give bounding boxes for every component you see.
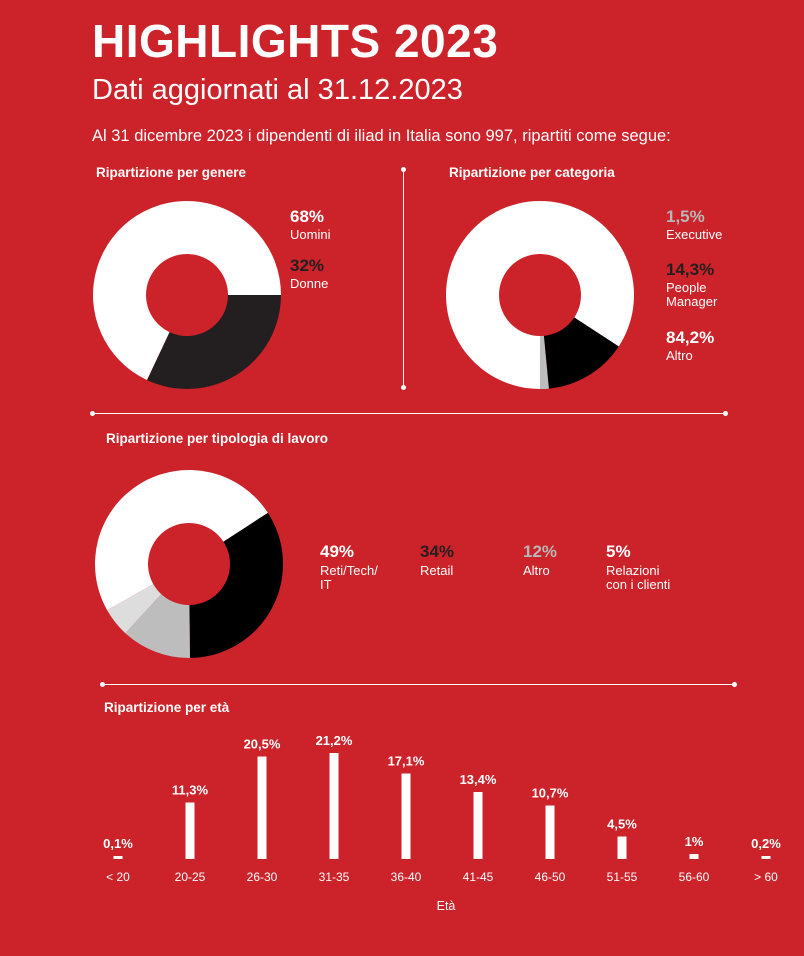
women-percentage: 32% bbox=[290, 256, 325, 275]
horizontal-divider bbox=[93, 413, 726, 414]
age-axis-label: Età bbox=[437, 899, 456, 913]
age-category-tick-label: 36-40 bbox=[391, 870, 422, 884]
age-category-tick-label: 56-60 bbox=[679, 870, 710, 884]
age-bar bbox=[113, 856, 123, 859]
people-manager-label-line1: People bbox=[666, 280, 707, 295]
divider-dot bbox=[401, 385, 406, 390]
age-category-tick-label: 20-25 bbox=[175, 870, 206, 884]
altro-percentage: 84,2% bbox=[666, 328, 715, 347]
age-bar bbox=[257, 756, 267, 859]
people-manager-label-line2: Manager bbox=[666, 293, 718, 309]
executive-label: Executive bbox=[666, 227, 723, 242]
age-bar bbox=[185, 802, 195, 859]
worktype-altro-percentage: 12% bbox=[523, 542, 558, 561]
age-category-tick-label: 31-35 bbox=[319, 870, 350, 884]
gender-section-title: Ripartizione per genere bbox=[96, 165, 247, 180]
executive-percentage: 1,5% bbox=[666, 207, 705, 226]
worktype-legend-reti: 49% Reti/Tech/ IT bbox=[320, 543, 378, 591]
age-bar bbox=[689, 854, 699, 859]
worktype-donut-chart bbox=[95, 469, 284, 658]
page-subtitle: Dati aggiornati al 31.12.2023 bbox=[92, 74, 463, 106]
divider-dot bbox=[90, 411, 95, 416]
gender-legend-men: 68% Uomini bbox=[290, 208, 330, 242]
age-bar bbox=[545, 805, 555, 859]
divider-dot bbox=[732, 682, 737, 687]
divider-dot bbox=[723, 411, 728, 416]
age-bar-value-label: 13,4% bbox=[460, 772, 497, 787]
age-bar bbox=[329, 753, 339, 859]
horizontal-divider bbox=[103, 684, 735, 685]
donut-hole bbox=[499, 254, 581, 336]
age-bar-value-label: 17,1% bbox=[388, 754, 425, 769]
reti-label-line1: Reti/Tech/ bbox=[320, 563, 378, 578]
age-bar bbox=[617, 836, 627, 859]
age-bar bbox=[473, 792, 483, 859]
category-legend-people-manager: 14,3% People Manager bbox=[666, 261, 717, 308]
reti-percentage: 49% bbox=[320, 542, 355, 561]
age-bar-value-label: 1% bbox=[685, 834, 704, 849]
category-legend-altro: 84,2% Altro bbox=[666, 329, 714, 363]
age-category-tick-label: 26-30 bbox=[247, 870, 278, 884]
worktype-legend-retail: 34% Retail bbox=[420, 543, 454, 578]
age-bar-value-label: 0,1% bbox=[103, 836, 133, 851]
relazioni-label-line1: Relazioni bbox=[606, 563, 660, 578]
divider-dot bbox=[100, 682, 105, 687]
age-section-title: Ripartizione per età bbox=[104, 700, 230, 715]
people-manager-percentage: 14,3% bbox=[666, 260, 715, 279]
donut-hole bbox=[146, 254, 228, 336]
women-label: Donne bbox=[290, 276, 329, 291]
age-category-tick-label: 46-50 bbox=[535, 870, 566, 884]
vertical-divider bbox=[403, 170, 404, 388]
worktype-altro-label: Altro bbox=[523, 563, 550, 578]
category-section-title: Ripartizione per categoria bbox=[449, 165, 615, 180]
age-bar-value-label: 0,2% bbox=[751, 836, 781, 851]
intro-text: Al 31 dicembre 2023 i dipendenti di ilia… bbox=[92, 127, 671, 145]
relazioni-percentage: 5% bbox=[606, 542, 631, 561]
age-category-tick-label: < 20 bbox=[106, 870, 130, 884]
age-category-tick-label: 41-45 bbox=[463, 870, 494, 884]
category-legend-executive: 1,5% Executive bbox=[666, 208, 722, 242]
worktype-legend-altro: 12% Altro bbox=[523, 543, 557, 578]
page-title: HIGHLIGHTS 2023 bbox=[92, 15, 499, 67]
altro-label: Altro bbox=[666, 348, 693, 363]
age-bar bbox=[761, 856, 771, 859]
worktype-section-title: Ripartizione per tipologia di lavoro bbox=[106, 431, 329, 446]
age-bar-value-label: 10,7% bbox=[532, 786, 569, 801]
divider-dot bbox=[401, 167, 406, 172]
donut-hole bbox=[148, 523, 230, 605]
age-bar-value-label: 20,5% bbox=[244, 737, 281, 752]
men-label: Uomini bbox=[290, 227, 331, 242]
age-category-tick-label: 51-55 bbox=[607, 870, 638, 884]
age-bar-value-label: 4,5% bbox=[607, 817, 637, 832]
category-donut-chart bbox=[446, 201, 635, 389]
relazioni-label-line2: con i clienti bbox=[606, 576, 671, 592]
gender-donut-chart bbox=[92, 200, 281, 389]
age-bar-chart: 0,1% < 20 11,3% 20-25 20,5% 26-30 21,2% 31-35 17… bbox=[103, 733, 781, 913]
reti-label-line2: IT bbox=[320, 576, 332, 592]
retail-percentage: 34% bbox=[420, 542, 455, 561]
worktype-legend-relazioni: 5% Relazioni con i clienti bbox=[606, 543, 670, 591]
retail-label: Retail bbox=[420, 563, 454, 578]
age-bar-value-label: 11,3% bbox=[172, 783, 209, 798]
age-bar-value-label: 21,2% bbox=[316, 733, 353, 748]
age-bar bbox=[401, 773, 411, 859]
gender-legend-women: 32% Donne bbox=[290, 257, 328, 291]
men-percentage: 68% bbox=[290, 207, 325, 226]
age-category-tick-label: > 60 bbox=[754, 870, 778, 884]
